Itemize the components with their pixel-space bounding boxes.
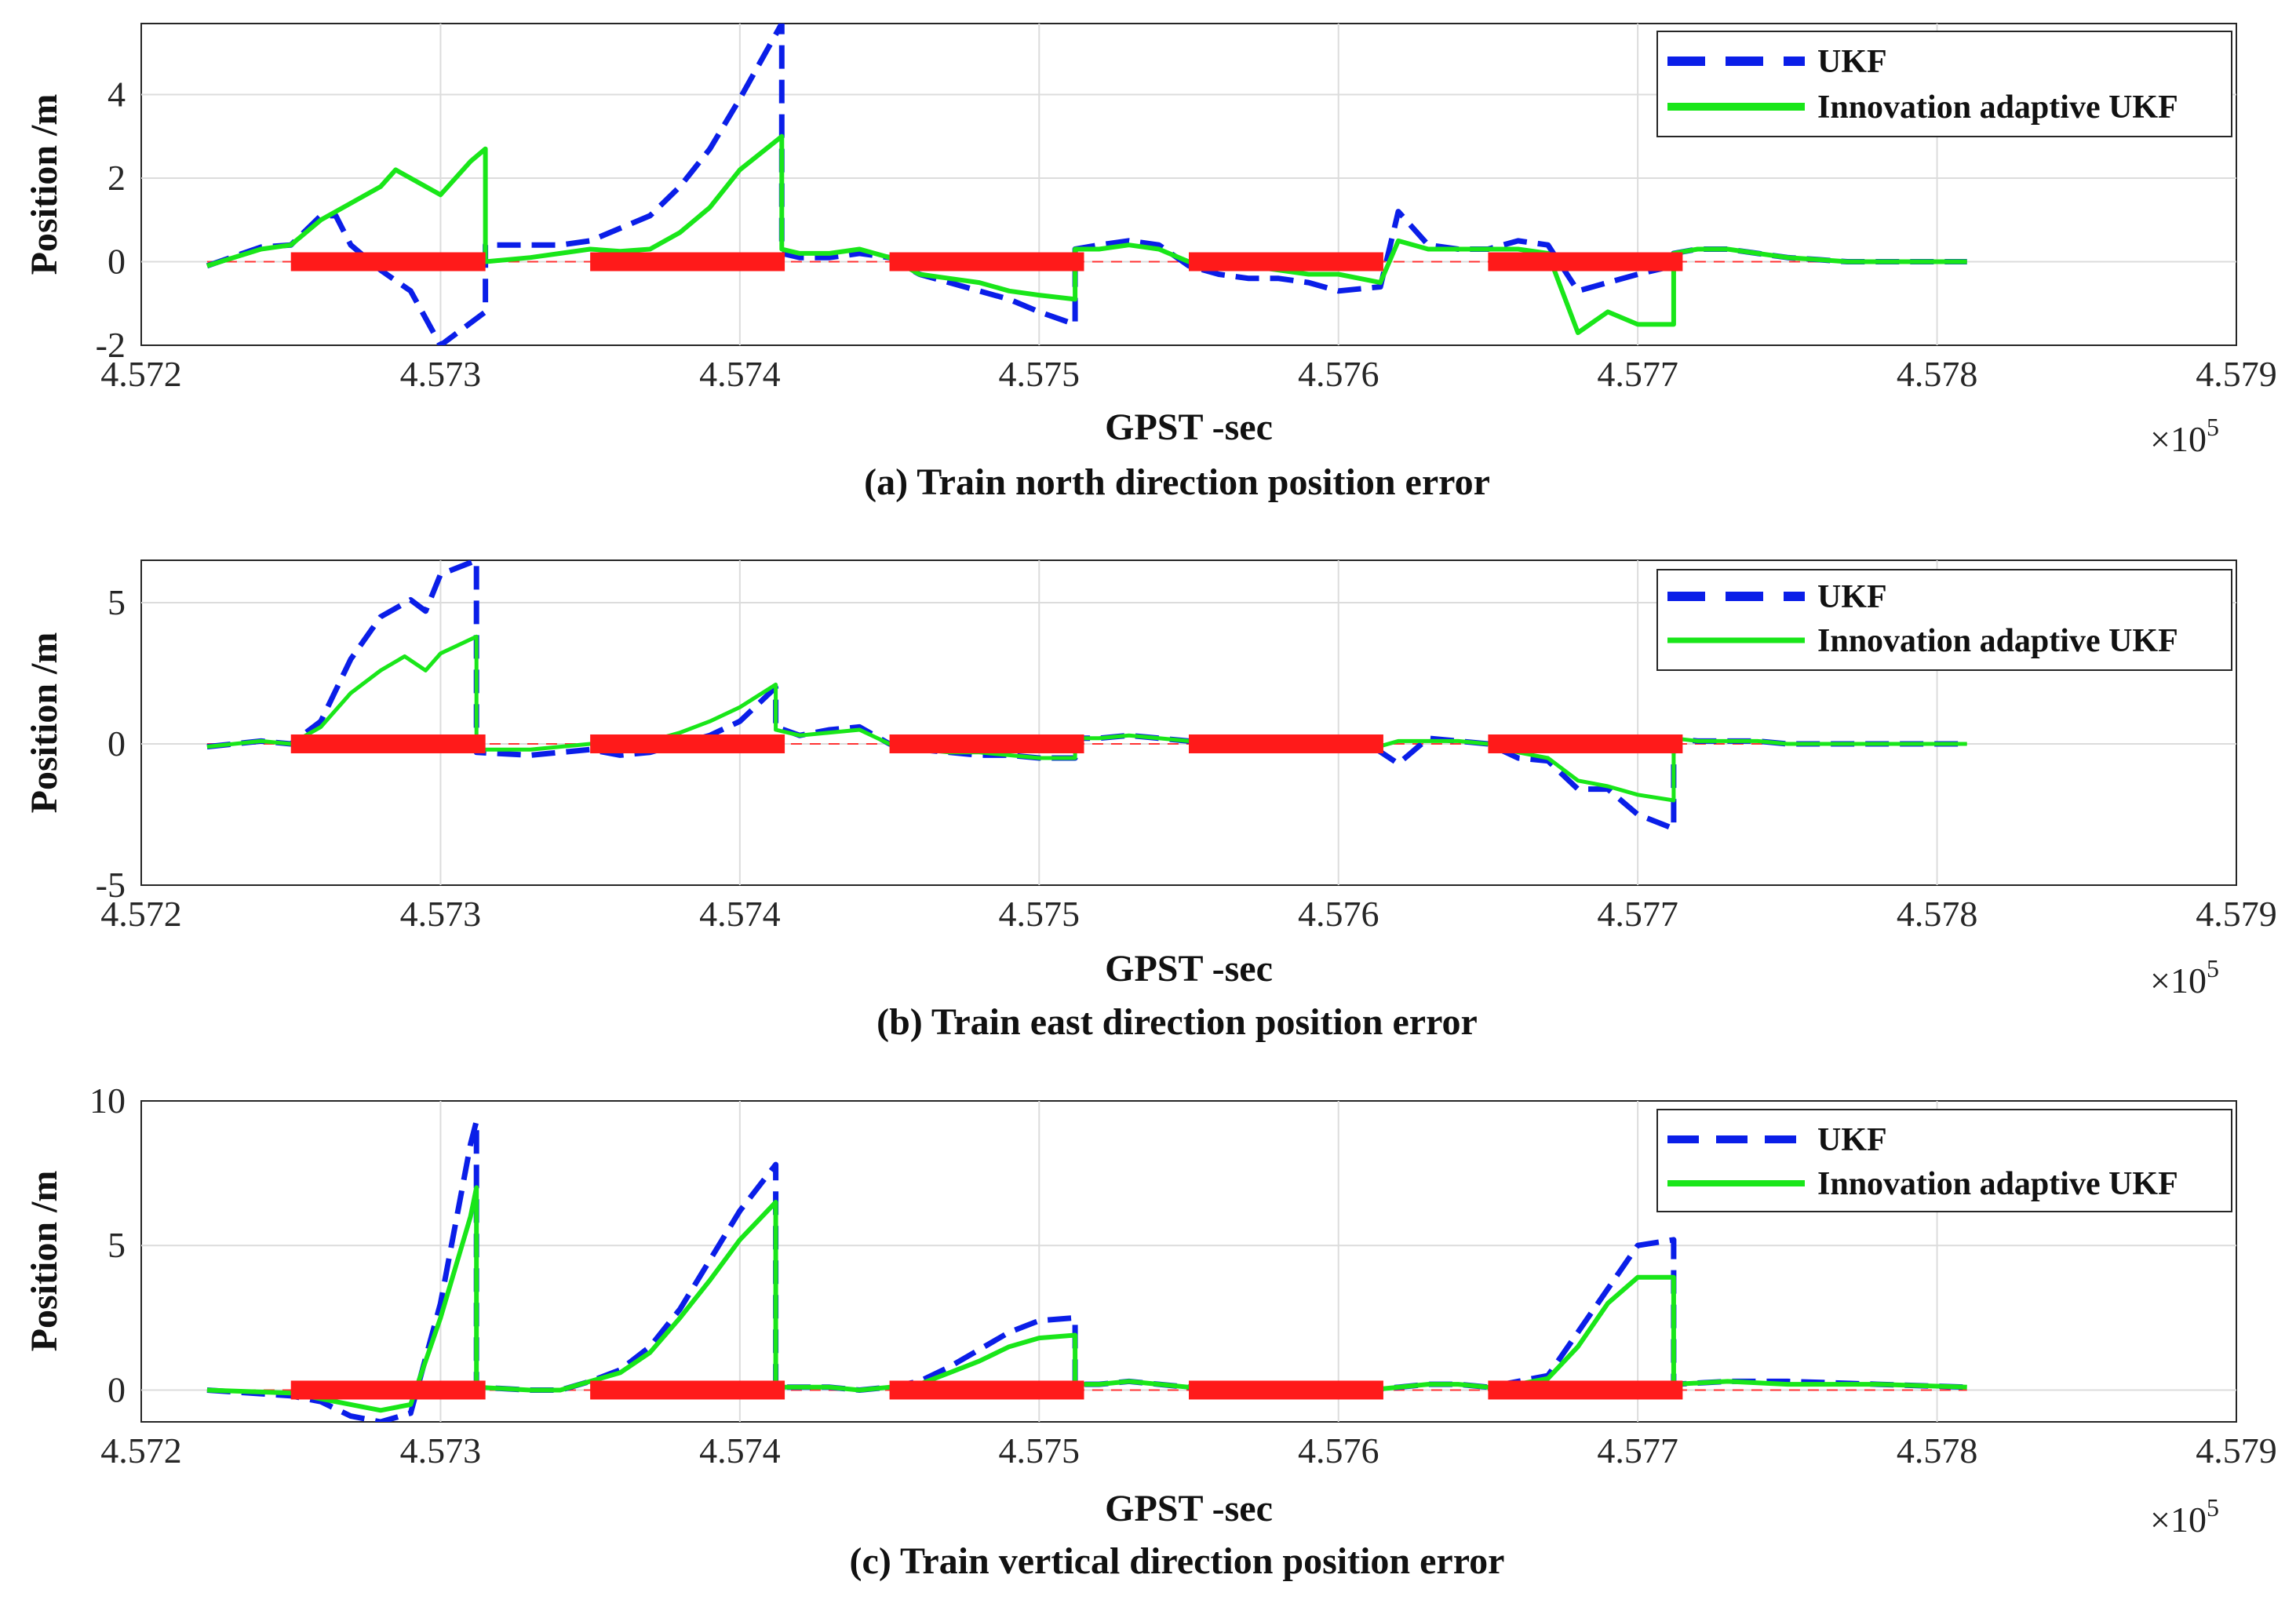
outage-bar xyxy=(590,252,785,272)
legend: UKF Innovation adaptive UKF xyxy=(1656,569,2232,671)
y-axis-label: Position /m xyxy=(24,632,65,814)
legend: UKF Innovation adaptive UKF xyxy=(1656,31,2232,137)
caption: (c) Train vertical direction position er… xyxy=(850,1540,1505,1582)
outage-bar xyxy=(290,734,486,753)
y-axis-label: Position /m xyxy=(24,94,65,275)
x-tick-label: 4.572 xyxy=(100,894,182,934)
x-tick-label: 4.575 xyxy=(999,1431,1081,1471)
caption: (a) Train north direction position error xyxy=(864,461,1490,503)
y-tick-label: 0 xyxy=(108,1369,126,1409)
x-axis-label: GPST -sec xyxy=(1105,1488,1273,1529)
x-tick-label: 4.574 xyxy=(699,894,781,934)
x-exponent: ×105 xyxy=(2150,954,2219,1000)
caption: (b) Train east direction position error xyxy=(876,1001,1478,1043)
tick-labels: 4.572 4.573 4.574 4.575 4.576 4.577 4.578 4.579… xyxy=(89,1081,2277,1471)
tick-labels: 4.572 4.573 4.574 4.575 4.576 4.577 4.578 4.579… xyxy=(96,582,2277,934)
legend-label-iaukf: Innovation adaptive UKF xyxy=(1817,1166,2178,1202)
x-tick-label: 4.575 xyxy=(999,894,1081,934)
x-tick-label: 4.578 xyxy=(1897,894,1978,934)
tick-labels: 4.572 4.573 4.574 4.575 4.576 4.577 4.578 4.579… xyxy=(96,75,2277,394)
x-axis-label: GPST -sec xyxy=(1105,406,1273,448)
x-tick-label: 4.576 xyxy=(1298,894,1379,934)
x-tick-label: 4.577 xyxy=(1597,1431,1678,1471)
legend-label-ukf: UKF xyxy=(1817,44,1887,80)
x-tick-label: 4.573 xyxy=(400,354,482,394)
panel-east: 4.572 4.573 4.574 4.575 4.576 4.577 4.578 4.579… xyxy=(24,559,2277,1043)
y-tick-label: 5 xyxy=(108,582,126,622)
outage-segments xyxy=(290,734,1683,753)
outage-bar xyxy=(1488,1380,1683,1400)
x-tick-label: 4.574 xyxy=(699,354,781,394)
outage-bar xyxy=(290,252,486,272)
panel-north: 4.572 4.573 4.574 4.575 4.576 4.577 4.578 4.579… xyxy=(24,23,2277,503)
outage-bar xyxy=(1189,734,1383,753)
outage-bar xyxy=(1488,734,1683,753)
x-tick-label: 4.576 xyxy=(1298,354,1379,394)
outage-bar xyxy=(889,734,1084,753)
outage-segments xyxy=(290,252,1683,272)
y-tick-label: 2 xyxy=(108,158,126,198)
x-exponent: ×105 xyxy=(2150,1493,2219,1540)
legend-box xyxy=(1656,31,2232,137)
x-tick-label: 4.579 xyxy=(2196,894,2277,934)
y-tick-label: 0 xyxy=(108,723,126,764)
x-tick-label: 4.579 xyxy=(2196,1431,2277,1471)
x-tick-label: 4.572 xyxy=(100,354,182,394)
legend-label-ukf: UKF xyxy=(1817,579,1887,615)
y-tick-label: 4 xyxy=(108,75,126,115)
x-tick-label: 4.579 xyxy=(2196,354,2277,394)
x-tick-label: 4.578 xyxy=(1897,354,1978,394)
legend-box xyxy=(1656,569,2232,671)
y-tick-label: 0 xyxy=(108,242,126,282)
outage-segments xyxy=(290,1380,1683,1400)
y-tick-label: 10 xyxy=(89,1081,126,1121)
outage-bar xyxy=(1189,252,1383,272)
x-tick-label: 4.578 xyxy=(1897,1431,1978,1471)
outage-bar xyxy=(590,1380,785,1400)
y-tick-label: -2 xyxy=(96,325,126,365)
x-tick-label: 4.574 xyxy=(699,1431,781,1471)
outage-bar xyxy=(889,252,1084,272)
y-tick-label: -5 xyxy=(96,865,126,905)
y-tick-label: 5 xyxy=(108,1225,126,1265)
x-tick-label: 4.576 xyxy=(1298,1431,1379,1471)
outage-bar xyxy=(1488,252,1683,272)
y-axis-label: Position /m xyxy=(24,1171,65,1352)
legend-label-iaukf: Innovation adaptive UKF xyxy=(1817,89,2178,126)
legend: UKF Innovation adaptive UKF xyxy=(1656,1109,2232,1212)
x-axis-label: GPST -sec xyxy=(1105,948,1273,990)
outage-bar xyxy=(1189,1380,1383,1400)
outage-bar xyxy=(590,734,785,753)
x-exponent: ×105 xyxy=(2150,413,2219,459)
x-tick-label: 4.577 xyxy=(1597,354,1678,394)
x-tick-label: 4.573 xyxy=(400,1431,482,1471)
outage-bar xyxy=(889,1380,1084,1400)
x-tick-label: 4.572 xyxy=(100,1431,182,1471)
x-tick-label: 4.577 xyxy=(1597,894,1678,934)
panel-vertical: 4.572 4.573 4.574 4.575 4.576 4.577 4.578 4.579… xyxy=(24,1081,2277,1582)
legend-label-ukf: UKF xyxy=(1817,1122,1887,1158)
legend-box xyxy=(1656,1109,2232,1212)
outage-bar xyxy=(290,1380,486,1400)
x-tick-label: 4.573 xyxy=(400,894,482,934)
legend-label-iaukf: Innovation adaptive UKF xyxy=(1817,623,2178,659)
x-tick-label: 4.575 xyxy=(999,354,1081,394)
